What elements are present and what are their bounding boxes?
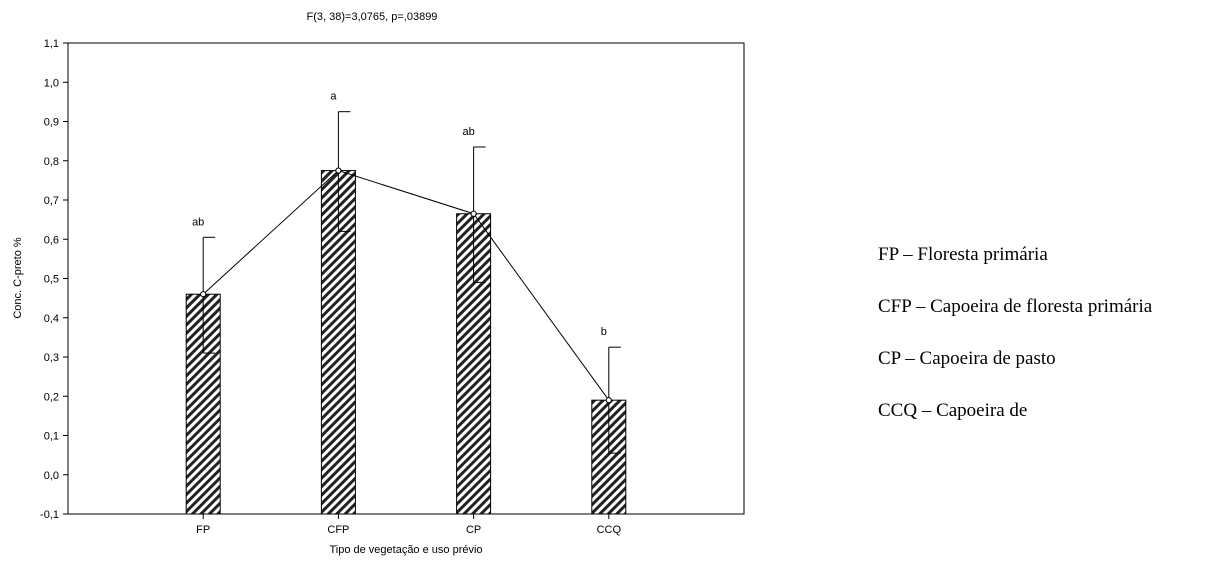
y-tick-label: 0,8 bbox=[44, 156, 59, 168]
group-letter: ab bbox=[192, 216, 204, 228]
mean-polyline bbox=[202, 169, 610, 401]
y-axis-label: Conc. C-preto % bbox=[12, 237, 24, 319]
y-tick-label: -0,1 bbox=[40, 509, 59, 521]
legend-item-cp: CP – Capoeira de pasto bbox=[878, 348, 1056, 369]
group-letter: a bbox=[330, 91, 337, 103]
bar-chart: F(3, 38)=3,0765, p=,03899 -0,1 0,0 0,1 0,2 0… bbox=[12, 11, 745, 556]
plot-frame bbox=[67, 42, 745, 515]
y-tick-label: 0,4 bbox=[44, 313, 59, 325]
x-axis: FP CFP CP CCQ bbox=[196, 514, 621, 536]
group-letters: ab a ab b bbox=[192, 91, 607, 339]
x-tick-label: FP bbox=[196, 524, 210, 536]
y-tick-label: 0,9 bbox=[44, 117, 59, 129]
x-tick-label: CP bbox=[466, 524, 481, 536]
chart-title: F(3, 38)=3,0765, p=,03899 bbox=[307, 11, 438, 23]
mean-point bbox=[200, 291, 207, 298]
mean-point bbox=[335, 167, 342, 174]
legend-item-ccq: CCQ – Capoeira de bbox=[878, 400, 1028, 421]
mean-point bbox=[470, 210, 477, 217]
y-axis: -0,1 0,0 0,1 0,2 0,3 0,4 0,5 0,6 0,7 0,8 0,9 1,0 1,1 bbox=[40, 38, 68, 521]
x-tick-label: CFP bbox=[327, 524, 349, 536]
y-tick-label: 1,0 bbox=[44, 77, 59, 89]
y-tick-label: 1,1 bbox=[44, 38, 59, 50]
group-letter: ab bbox=[462, 126, 474, 138]
legend: FP – Floresta primária CFP – Capoeira de… bbox=[790, 238, 1200, 498]
x-tick-label: CCQ bbox=[597, 524, 622, 536]
y-tick-label: 0,0 bbox=[44, 470, 59, 482]
mean-line bbox=[200, 167, 612, 404]
legend-item-cfp: CFP – Capoeira de floresta primária bbox=[878, 296, 1153, 317]
group-letter: b bbox=[601, 326, 607, 338]
bars bbox=[185, 170, 627, 515]
y-tick-label: 0,5 bbox=[44, 274, 59, 286]
y-tick-label: 0,2 bbox=[44, 391, 59, 403]
y-tick-label: 0,3 bbox=[44, 352, 59, 364]
error-bars bbox=[202, 111, 621, 454]
legend-item-fp: FP – Floresta primária bbox=[878, 244, 1048, 265]
y-tick-label: 0,6 bbox=[44, 234, 59, 246]
y-tick-label: 0,1 bbox=[44, 431, 59, 443]
y-tick-label: 0,7 bbox=[44, 195, 59, 207]
mean-point bbox=[605, 397, 612, 404]
x-axis-label: Tipo de vegetação e uso prévio bbox=[329, 544, 482, 556]
